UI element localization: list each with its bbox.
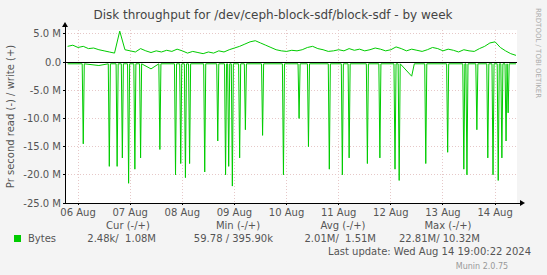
grid-line <box>65 174 517 175</box>
title: Disk throughput for /dev/ceph-block-sdf/… <box>93 8 452 22</box>
background <box>0 0 547 275</box>
y-tick <box>63 33 65 34</box>
watermark: RRDTOOL / TOBI OETIKER <box>534 8 542 98</box>
x-axis <box>65 203 521 204</box>
x-tick <box>130 203 131 205</box>
x-tick-label: 10 Aug <box>269 207 304 218</box>
grid-line <box>65 118 517 119</box>
zero-line <box>65 62 517 63</box>
y-tick <box>63 62 65 63</box>
data-group <box>68 31 516 186</box>
write-line <box>68 31 516 55</box>
y-tick-label: -5.0 M <box>30 85 61 96</box>
chart: 5.0 M 0.0 -5.0 M -10.0 M -15.0 M -20.0 M -25.0… <box>0 0 547 275</box>
x-tick-label: 06 Aug <box>60 207 95 218</box>
grid-line <box>65 146 517 147</box>
y-axis <box>65 26 66 203</box>
x-axis-arrow <box>520 200 525 206</box>
grid-line <box>495 30 496 203</box>
grid-line <box>442 30 443 203</box>
y-tick-label: 5.0 M <box>33 28 61 39</box>
x-tick <box>286 203 287 205</box>
x-tick-label: 07 Aug <box>112 207 147 218</box>
x-tick-label: 13 Aug <box>425 207 460 218</box>
y-tick-label: -10.0 M <box>23 113 61 124</box>
grid-line <box>130 30 131 203</box>
grid-line <box>182 30 183 203</box>
grid-line <box>338 30 339 203</box>
x-tick-label: 12 Aug <box>373 207 408 218</box>
x-tick <box>442 203 443 205</box>
grid-line <box>286 30 287 203</box>
x-tick-label: 08 Aug <box>165 207 200 218</box>
y-tick <box>63 174 65 175</box>
grid-line <box>390 30 391 203</box>
x-tick <box>78 203 79 205</box>
stats-header: Min (-/+) <box>216 220 260 231</box>
x-tick <box>182 203 183 205</box>
stats-header: Cur (-/+) <box>106 220 150 231</box>
legend-label: Bytes <box>28 233 56 244</box>
footer: Munin 2.0.75 <box>456 262 508 271</box>
y-tick-label: -25.0 M <box>23 198 61 209</box>
stats-cell: 22.81M/ 10.32M <box>399 233 480 244</box>
y-tick-label: -15.0 M <box>23 141 61 152</box>
x-tick-label: 11 Aug <box>321 207 356 218</box>
grid-line <box>78 30 79 203</box>
y-tick <box>63 118 65 119</box>
stats-cell: 2.48k/ 1.08M <box>87 233 156 244</box>
stats-header: Avg (-/+) <box>321 220 366 231</box>
legend-swatch <box>14 235 21 242</box>
y-tick-label: 0.0 <box>45 57 61 68</box>
grid-line <box>65 90 517 91</box>
y-tick <box>63 90 65 91</box>
x-tick <box>234 203 235 205</box>
y-tick <box>63 146 65 147</box>
plot-area <box>65 30 517 203</box>
x-tick <box>338 203 339 205</box>
stats-cell: 59.78 / 395.90k <box>194 233 273 244</box>
stats-header: Max (-/+) <box>424 220 471 231</box>
y-axis-arrow <box>62 22 68 27</box>
y-label: Pr second read (-) / write (+) <box>5 45 16 188</box>
x-tick <box>390 203 391 205</box>
read-line <box>68 64 516 186</box>
grid-line <box>234 30 235 203</box>
stats-cell: 2.01M/ 1.51M <box>304 233 376 244</box>
y-tick-label: -20.0 M <box>23 169 61 180</box>
grid-line <box>65 33 517 34</box>
last-update: Last update: Wed Aug 14 19:00:22 2024 <box>328 246 531 257</box>
y-tick <box>63 203 65 204</box>
x-tick <box>495 203 496 205</box>
x-tick-label: 14 Aug <box>477 207 512 218</box>
x-tick-label: 09 Aug <box>217 207 252 218</box>
